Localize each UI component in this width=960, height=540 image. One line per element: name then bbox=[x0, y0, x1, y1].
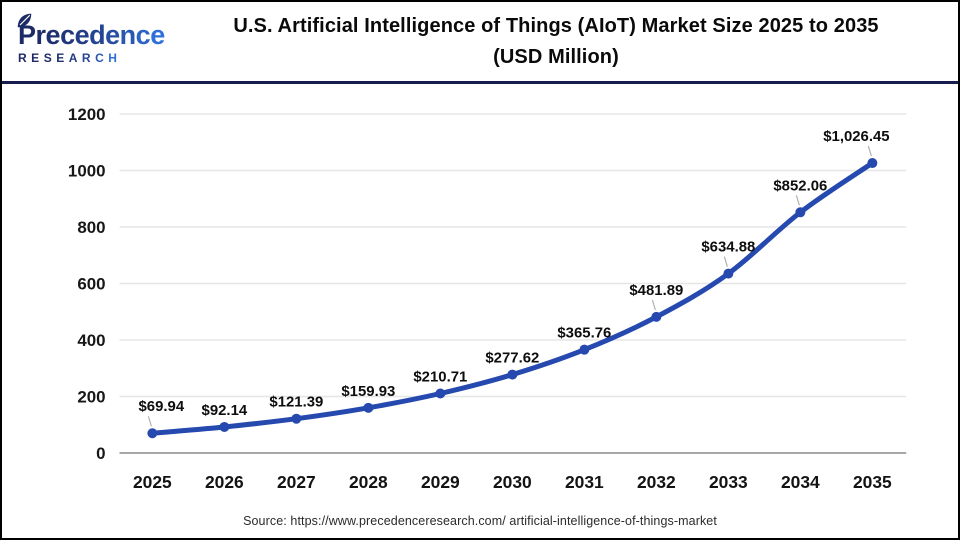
y-tick-label: 400 bbox=[77, 331, 105, 350]
label-leader-line bbox=[795, 195, 800, 206]
data-point-label: $92.14 bbox=[202, 402, 248, 419]
y-tick-label: 600 bbox=[77, 274, 105, 293]
label-leader-line bbox=[867, 145, 872, 157]
x-tick-label: 2025 bbox=[133, 472, 172, 492]
footer: Source: https://www.precedenceresearch.c… bbox=[2, 504, 958, 538]
data-point bbox=[507, 369, 518, 380]
x-tick-label: 2026 bbox=[205, 472, 244, 492]
data-point bbox=[795, 207, 806, 218]
data-point-label: $210.71 bbox=[413, 368, 467, 385]
data-point bbox=[291, 413, 302, 424]
data-point-label: $1,026.45 bbox=[823, 128, 889, 145]
x-tick-label: 2034 bbox=[781, 472, 820, 492]
x-tick-label: 2028 bbox=[349, 472, 388, 492]
data-point bbox=[723, 268, 734, 279]
x-tick-label: 2033 bbox=[709, 472, 748, 492]
y-tick-label: 0 bbox=[96, 444, 105, 463]
data-point-label: $159.93 bbox=[341, 383, 395, 400]
data-point bbox=[435, 388, 446, 399]
x-tick-label: 2031 bbox=[565, 472, 604, 492]
page-title: U.S. Artificial Intelligence of Things (… bbox=[190, 11, 922, 73]
data-point bbox=[651, 311, 662, 322]
x-tick-label: 2027 bbox=[277, 472, 316, 492]
data-point-label: $481.89 bbox=[629, 282, 683, 299]
data-point-label: $277.62 bbox=[485, 350, 539, 367]
data-point-label: $69.94 bbox=[139, 398, 185, 415]
precedence-research-logo: Precedence RESEARCH bbox=[17, 13, 190, 65]
logo-wordmark: Precedence bbox=[18, 20, 165, 50]
label-leader-line bbox=[723, 256, 728, 267]
x-tick-label: 2029 bbox=[421, 472, 460, 492]
leaf-icon bbox=[17, 13, 32, 28]
y-tick-label: 1000 bbox=[68, 161, 106, 180]
x-tick-label: 2030 bbox=[493, 472, 532, 492]
data-point-label: $852.06 bbox=[773, 177, 827, 194]
page-title-line2: (USD Million) bbox=[493, 45, 619, 68]
data-point bbox=[363, 402, 374, 413]
line-chart: 0 200 400 600 800 1000 1200 2025 2026 2027 2028 202… bbox=[68, 105, 907, 492]
x-tick-label: 2032 bbox=[637, 472, 676, 492]
page-title-line1: U.S. Artificial Intelligence of Things (… bbox=[233, 14, 879, 37]
series-line bbox=[149, 160, 875, 436]
data-point bbox=[579, 344, 590, 355]
data-point-label: $365.76 bbox=[557, 325, 611, 342]
data-point bbox=[219, 421, 230, 432]
data-point bbox=[147, 428, 158, 439]
y-tick-label: 1200 bbox=[68, 105, 106, 124]
title-area: U.S. Artificial Intelligence of Things (… bbox=[190, 11, 948, 73]
data-point-label: $634.88 bbox=[701, 239, 755, 256]
chart-area: 0 200 400 600 800 1000 1200 2025 2026 2027 2028 202… bbox=[2, 84, 958, 504]
label-leader-line bbox=[147, 416, 152, 427]
source-text: Source: https://www.precedenceresearch.c… bbox=[243, 514, 717, 528]
data-point-label: $121.39 bbox=[269, 394, 323, 411]
y-tick-label: 800 bbox=[77, 218, 105, 237]
data-point bbox=[867, 158, 878, 169]
y-tick-label: 200 bbox=[77, 387, 105, 406]
x-tick-label: 2035 bbox=[853, 472, 892, 492]
label-leader-line bbox=[651, 299, 656, 311]
header: Precedence RESEARCH U.S. Artificial Inte… bbox=[2, 2, 958, 84]
logo-subtitle: RESEARCH bbox=[18, 51, 122, 65]
